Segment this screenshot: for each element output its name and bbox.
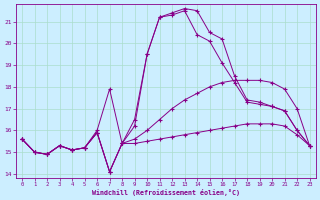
X-axis label: Windchill (Refroidissement éolien,°C): Windchill (Refroidissement éolien,°C) — [92, 189, 240, 196]
